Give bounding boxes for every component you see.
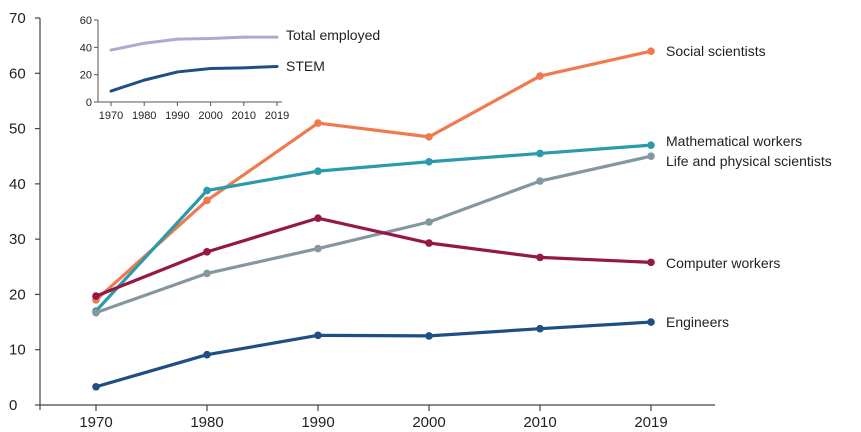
data-point-engineers [92,382,100,391]
inset-y-tick-label: 20 [80,70,92,82]
x-tick-label: 2019 [634,414,667,431]
series-line-social-scientists [94,49,653,302]
data-point-computer-workers [536,253,544,262]
series-line-engineers [94,320,653,389]
data-point-engineers [425,332,433,340]
data-point-mathematical-workers [314,167,322,175]
x-tick-label: 1980 [190,414,223,431]
data-point-mathematical-workers [425,157,433,166]
series-line-mathematical-workers [94,143,653,313]
main-chart: 0 10 20 30 40 50 60 70 1970 1980 1990 2000 2010 2019 S… [9,10,832,431]
data-point-engineers [536,324,544,333]
inset-x-tick-label: 1980 [132,110,156,122]
series-label-mathematical-workers: Mathematical workers [666,133,802,149]
data-point-social-scientists [203,196,211,205]
series-label-life-and-physical-scientists: Life and physical scientists [666,153,832,169]
inset-series-line-stem [109,64,279,93]
series-line-computer-workers [94,216,653,298]
data-point-life-and-physical-scientists [536,177,544,185]
data-point-life-and-physical-scientists [92,308,100,317]
inset-y-tick-label: 0 [86,97,92,109]
x-tick-label: 2000 [412,414,445,431]
x-tick-label: 1970 [79,414,112,431]
data-point-social-scientists [314,119,322,127]
inset-x-tick-label: 1990 [165,110,189,122]
inset-x-tick-label: 2000 [198,110,222,122]
inset-y-tick-label: 40 [80,42,92,54]
inset-x-tick-label: 2010 [232,110,256,122]
data-point-life-and-physical-scientists [425,218,433,226]
data-point-mathematical-workers [647,141,655,149]
data-point-computer-workers [314,214,322,222]
data-point-engineers [203,350,211,359]
y-tick-label: 70 [9,10,26,27]
y-tick-label: 30 [9,231,26,248]
y-tick-label: 10 [9,342,26,359]
y-tick-label: 20 [9,286,26,303]
data-point-social-scientists [536,72,544,80]
x-tick-label: 2010 [523,414,556,431]
data-point-mathematical-workers [203,186,211,195]
data-point-social-scientists [647,47,655,55]
inset-y-tick-label: 60 [80,15,92,27]
data-point-computer-workers [203,248,211,256]
y-tick-label: 40 [9,176,26,193]
series-label-social-scientists: Social scientists [666,43,766,59]
series-label-engineers: Engineers [666,314,729,330]
data-point-life-and-physical-scientists [647,152,655,161]
data-point-computer-workers [92,292,100,300]
series-line-life-and-physical-scientists [94,154,653,315]
data-point-life-and-physical-scientists [203,269,211,278]
inset-x-tick-label: 2019 [265,110,289,122]
x-tick-label: 1990 [301,414,334,431]
inset-chart: 0 20 40 60 1970 1980 1990 2000 2010 2019 Total emp… [80,15,380,122]
inset-series-label-stem: STEM [286,58,325,74]
data-point-mathematical-workers [536,149,544,158]
data-point-life-and-physical-scientists [314,244,322,253]
y-tick-label: 0 [9,397,17,414]
data-point-social-scientists [425,133,433,141]
inset-series-line-total-employed [109,35,279,52]
inset-series-label-total-employed: Total employed [286,27,380,43]
data-point-engineers [314,331,322,340]
data-point-computer-workers [425,239,433,247]
inset-x-tick-label: 1970 [99,110,123,122]
series-label-computer-workers: Computer workers [666,255,780,271]
data-point-computer-workers [647,258,655,267]
y-tick-label: 50 [9,121,26,138]
data-point-engineers [647,318,655,326]
y-tick-label: 60 [9,65,26,82]
